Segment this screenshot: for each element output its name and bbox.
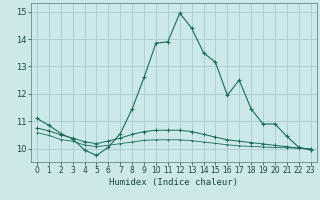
X-axis label: Humidex (Indice chaleur): Humidex (Indice chaleur) <box>109 178 238 187</box>
